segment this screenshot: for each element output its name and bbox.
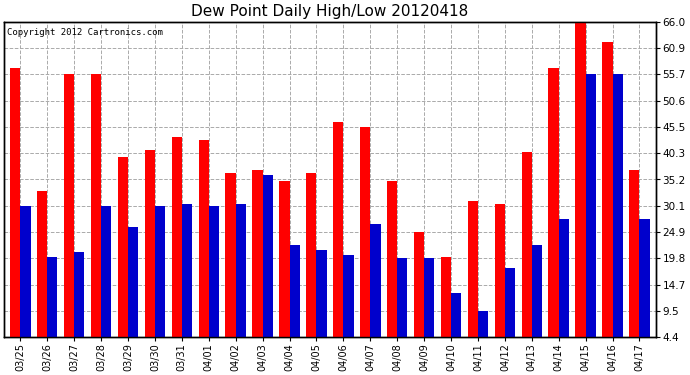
Bar xyxy=(253,170,263,360)
Bar xyxy=(172,137,182,360)
Bar xyxy=(441,257,451,360)
Bar xyxy=(10,68,20,360)
Bar xyxy=(602,42,613,360)
Bar xyxy=(47,257,57,360)
Bar xyxy=(20,206,30,360)
Bar xyxy=(101,206,111,360)
Bar xyxy=(371,224,380,360)
Bar xyxy=(575,22,586,360)
Bar xyxy=(344,255,353,360)
Bar xyxy=(522,152,532,360)
Bar xyxy=(182,204,192,360)
Bar xyxy=(64,75,74,360)
Bar xyxy=(317,250,326,360)
Bar xyxy=(74,252,84,360)
Bar xyxy=(387,180,397,360)
Bar xyxy=(586,75,596,360)
Bar xyxy=(226,173,236,360)
Bar xyxy=(236,204,246,360)
Bar xyxy=(397,258,407,360)
Bar xyxy=(306,173,317,360)
Bar xyxy=(333,122,344,360)
Bar xyxy=(279,180,290,360)
Bar xyxy=(451,293,462,360)
Bar xyxy=(145,150,155,360)
Bar xyxy=(263,176,273,360)
Bar xyxy=(290,244,299,360)
Bar xyxy=(118,158,128,360)
Bar xyxy=(559,219,569,360)
Bar xyxy=(629,170,640,360)
Bar xyxy=(424,258,434,360)
Bar xyxy=(155,206,165,360)
Bar xyxy=(91,75,101,360)
Bar xyxy=(478,311,489,360)
Bar xyxy=(549,68,559,360)
Bar xyxy=(128,226,138,360)
Bar xyxy=(37,191,47,360)
Bar xyxy=(360,127,371,360)
Bar xyxy=(468,201,478,360)
Title: Dew Point Daily High/Low 20120418: Dew Point Daily High/Low 20120418 xyxy=(191,4,469,19)
Bar xyxy=(505,268,515,360)
Bar xyxy=(199,140,209,360)
Bar xyxy=(209,206,219,360)
Bar xyxy=(495,204,505,360)
Bar xyxy=(414,232,424,360)
Bar xyxy=(532,244,542,360)
Text: Copyright 2012 Cartronics.com: Copyright 2012 Cartronics.com xyxy=(8,28,164,37)
Bar xyxy=(613,75,623,360)
Bar xyxy=(640,219,650,360)
